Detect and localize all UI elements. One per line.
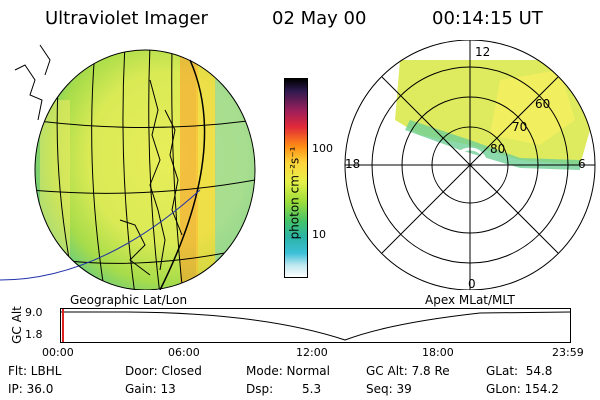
mlt-label-18: 18 [345, 157, 361, 171]
mlt-label-12: 12 [475, 45, 491, 59]
glat-info: GLat: 54.8 [486, 364, 553, 378]
colorbar-tick-10: 10 [312, 228, 326, 241]
timeline-ytick-1: 1.8 [25, 328, 43, 341]
mode-info: Mode: Normal [246, 364, 330, 378]
door-info: Door: Closed [125, 364, 202, 378]
terminator-line [159, 59, 206, 290]
timeline-ylabel: GC Alt [9, 306, 24, 344]
glon-info: GLon: 154.2 [486, 382, 559, 396]
satellite-track [0, 189, 201, 281]
geographic-label: Geographic Lat/Lon [70, 293, 188, 307]
mlt-label-0: 0 [468, 277, 476, 291]
apex-label: Apex MLat/MLT [425, 293, 515, 307]
dsp-value: 5.3 [302, 382, 322, 396]
lat-label-70: 70 [512, 120, 528, 134]
seq-info: Seq: 39 [366, 382, 412, 396]
ip-info: IP: 36.0 [8, 382, 54, 396]
mlt-label-6: 6 [578, 157, 586, 171]
timeline-xtick-1200: 12:00 [296, 346, 328, 359]
colorbar-label: photon cm⁻²s⁻¹ [287, 146, 302, 240]
date-label: 02 May 00 [272, 8, 367, 29]
altitude-timeline [60, 308, 571, 343]
colorbar [284, 78, 308, 278]
timeline-xtick-0600: 06:00 [168, 346, 200, 359]
timeline-xtick-0000: 00:00 [42, 346, 74, 359]
timeline-xtick-1800: 18:00 [422, 346, 454, 359]
instrument-title: Ultraviolet Imager [45, 8, 208, 29]
geographic-image [0, 44, 256, 290]
gc-alt-info: GC Alt: 7.8 Re [366, 364, 450, 378]
lat-label-60: 60 [535, 97, 551, 111]
time-label: 00:14:15 UT [432, 8, 543, 29]
lat-label-80: 80 [490, 142, 506, 156]
gain-info: Gain: 13 [125, 382, 176, 396]
timeline-ytick-9: 9.0 [25, 306, 43, 319]
auroral-arc [180, 50, 198, 290]
dsp-label: Dsp: [246, 382, 274, 396]
timeline-xtick-2359: 23:59 [552, 346, 584, 359]
filter-info: Flt: LBHL [8, 364, 62, 378]
colorbar-tick-100: 100 [312, 142, 333, 155]
polar-plot [344, 40, 596, 290]
